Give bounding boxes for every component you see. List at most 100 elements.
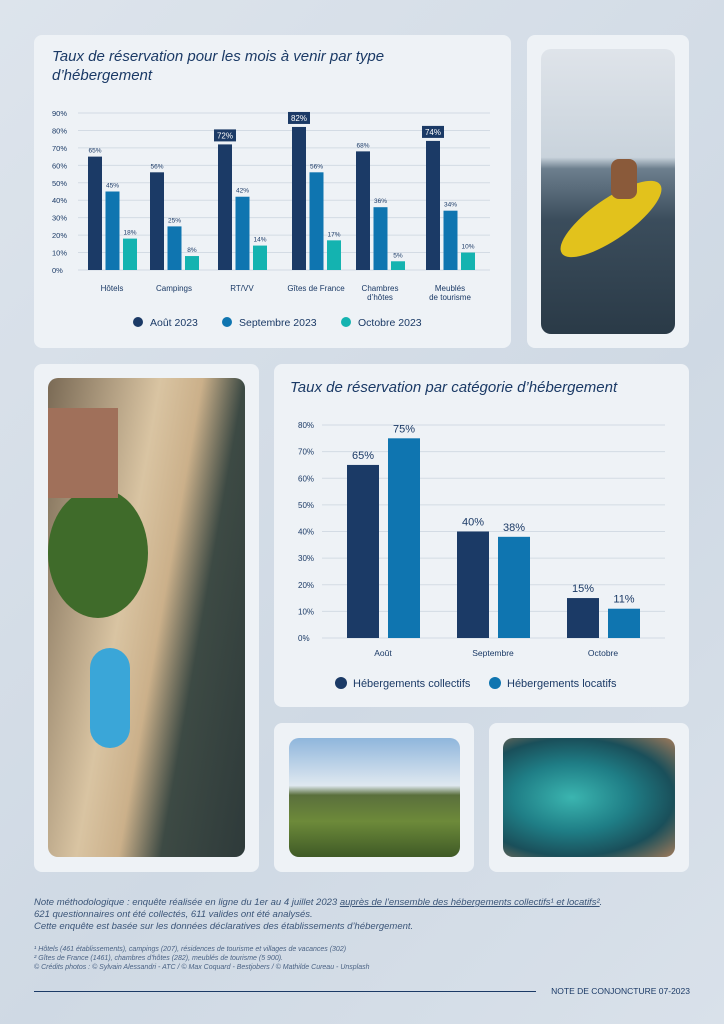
data-label: 42% (236, 188, 249, 195)
data-label: 75% (393, 423, 415, 435)
footnote-1: ¹ Hôtels (461 établissements), campings … (34, 946, 347, 953)
bar (235, 196, 250, 270)
data-label: 82% (291, 114, 307, 123)
vineyard-photo (289, 738, 460, 857)
chart-title: Taux de réservation pour les mois à veni… (52, 48, 385, 84)
bar (150, 172, 164, 270)
legend-label: Hébergements collectifs (353, 678, 471, 690)
y-tick-label: 80% (52, 126, 67, 135)
bar (356, 151, 370, 270)
bar (185, 256, 199, 270)
y-tick-label: 70% (52, 144, 67, 153)
bar (309, 172, 324, 270)
data-label: 38% (503, 522, 525, 534)
bar (347, 464, 379, 638)
sea-aerial-photo (503, 738, 675, 857)
bar (123, 238, 137, 270)
y-tick-label: 30% (298, 554, 314, 563)
kayak-photo (541, 49, 675, 334)
bar-chart-by-type: 0% 10% 20% 30% 40% 50% 60% 70% 80% 90% 65% 45% 18% Hô… (52, 109, 490, 329)
data-label: 68% (356, 142, 369, 149)
x-tick-label: Octobre (588, 648, 619, 658)
y-tick-label: 60% (52, 161, 67, 170)
y-tick-label: 40% (298, 528, 314, 537)
footer-divider (34, 991, 536, 992)
y-tick-label: 50% (52, 179, 67, 188)
methodology-link[interactable]: auprès de l’ensemble des hébergements co… (339, 897, 600, 908)
data-label: 72% (217, 131, 233, 140)
y-tick-label: 60% (298, 474, 314, 483)
y-tick-label: 20% (52, 231, 67, 240)
footnote-2: ² Gîtes de France (1461), chambres d’hôt… (34, 955, 284, 962)
x-tick-label: RT/VV (230, 284, 254, 293)
x-tick-label: Chambres (362, 284, 399, 293)
data-label: 56% (150, 163, 163, 170)
y-tick-label: 0% (52, 266, 63, 275)
data-label: 11% (613, 594, 634, 606)
x-tick-label: Campings (156, 284, 192, 293)
methodology-note: Note méthodologique : enquête réalisée e… (34, 897, 340, 908)
bar (105, 191, 120, 270)
data-label: 5% (393, 252, 403, 259)
bar (443, 210, 458, 270)
data-label: 17% (327, 231, 340, 238)
methodology-count: 621 questionnaires ont été collectés, 61… (34, 909, 313, 920)
bar (167, 226, 182, 270)
x-tick-label: Hôtels (101, 284, 124, 293)
y-tick-label: 70% (298, 448, 314, 457)
data-label: 15% (572, 583, 594, 595)
bar (391, 261, 405, 270)
data-label: 65% (88, 148, 101, 155)
highlight-badge (422, 125, 444, 138)
bar (457, 531, 489, 638)
legend-marker (222, 317, 232, 327)
bar (461, 252, 475, 270)
photo-credits: © Crédits photos : © Sylvain Alessandri … (34, 964, 370, 971)
data-label: 34% (444, 202, 457, 209)
document-label: NOTE DE CONJONCTURE 07-2023 (551, 986, 690, 996)
y-tick-label: 10% (52, 249, 67, 258)
x-tick-label: Septembre (472, 648, 514, 658)
bar (388, 438, 420, 638)
x-tick-label: d’hôtes (367, 293, 393, 302)
data-label: 25% (168, 217, 181, 224)
data-label: 56% (310, 163, 323, 170)
y-tick-label: 90% (52, 109, 67, 118)
x-tick-label: Meublés (435, 284, 465, 293)
methodology-basis: Cette enquête est basée sur les données … (34, 921, 414, 932)
y-tick-label: 40% (52, 196, 67, 205)
y-tick-label: 30% (52, 214, 67, 223)
chart-title: Taux de réservation par catégorie d’hébe… (290, 379, 618, 396)
bar (327, 240, 341, 270)
bar (88, 156, 102, 270)
x-tick-label: de tourisme (429, 293, 471, 302)
highlight-badge (288, 111, 310, 124)
data-label: 10% (461, 244, 474, 251)
bar (373, 207, 388, 270)
legend-label: Octobre 2023 (358, 317, 422, 329)
legend-label: Hébergements locatifs (507, 678, 617, 690)
bar-chart-by-category: 0% 10% 20% 30% 40% 50% 60% 70% 80% 65% 75% Août 40% 3… (298, 421, 665, 690)
data-label: 74% (425, 128, 441, 137)
legend-label: Septembre 2023 (239, 317, 317, 329)
data-label: 40% (462, 517, 484, 529)
bar (218, 144, 232, 270)
y-tick-label: 0% (298, 634, 310, 643)
y-tick-label: 10% (298, 607, 314, 616)
y-tick-label: 20% (298, 581, 314, 590)
y-tick-label: 50% (298, 501, 314, 510)
legend-marker (341, 317, 351, 327)
legend-label: Août 2023 (150, 317, 198, 329)
data-label: 36% (374, 198, 387, 205)
data-label: 14% (253, 237, 266, 244)
bar (498, 536, 530, 638)
legend-marker (335, 677, 347, 689)
highlight-badge (214, 129, 236, 142)
x-tick-label: Août (374, 648, 392, 658)
bar (426, 140, 440, 270)
data-label: 45% (106, 183, 119, 190)
bar (292, 126, 306, 270)
coast-aerial-photo (48, 378, 245, 857)
bar (608, 608, 640, 638)
data-label: 8% (187, 247, 197, 254)
